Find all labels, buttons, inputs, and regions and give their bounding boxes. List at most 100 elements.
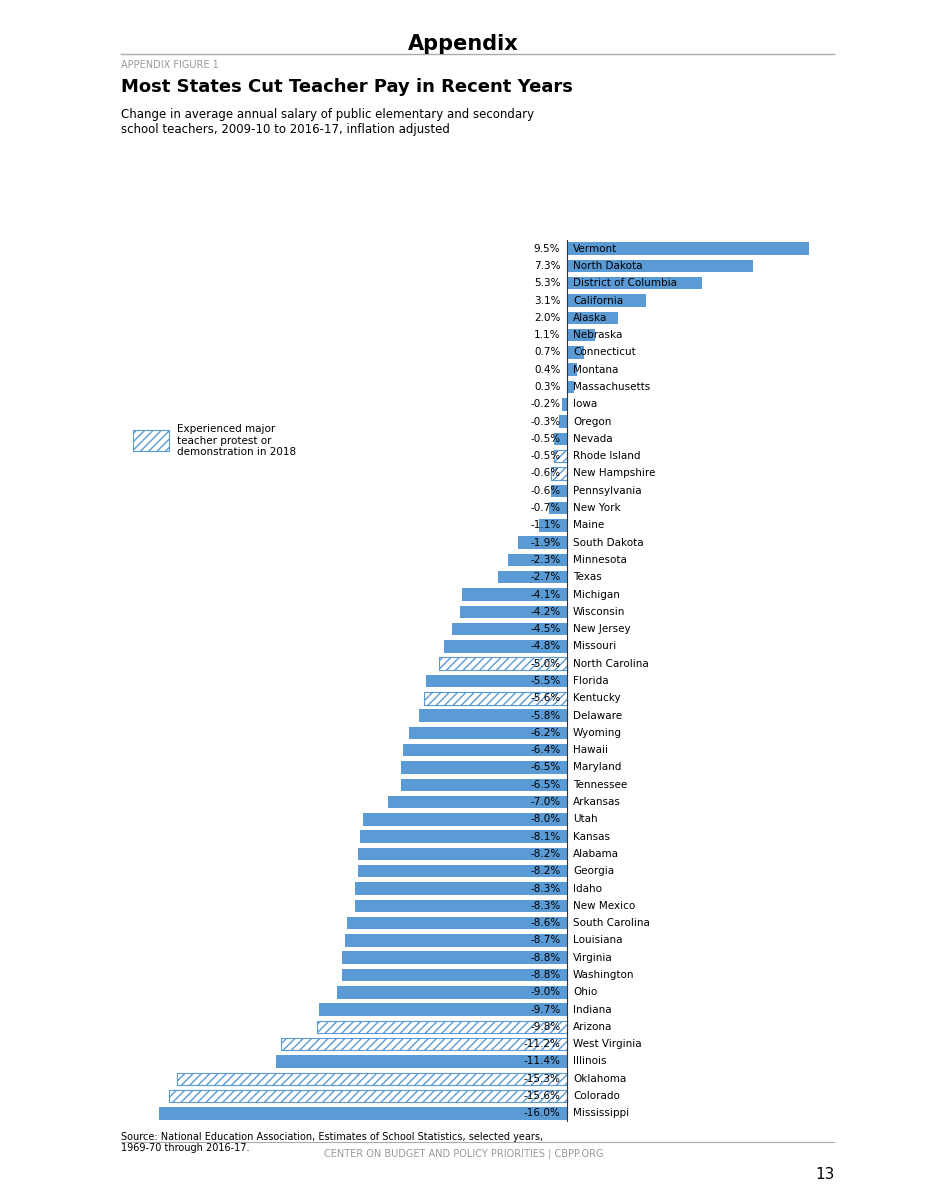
Text: -2.3%: -2.3% bbox=[530, 554, 560, 565]
Text: New York: New York bbox=[573, 503, 621, 514]
Bar bbox=[409, 727, 566, 739]
Bar bbox=[439, 658, 566, 670]
Bar bbox=[554, 450, 566, 462]
Text: Virginia: Virginia bbox=[573, 953, 613, 962]
Bar bbox=[498, 571, 566, 583]
Bar bbox=[281, 1038, 566, 1050]
Text: -16.0%: -16.0% bbox=[524, 1109, 560, 1118]
Text: -8.3%: -8.3% bbox=[530, 883, 560, 894]
Text: Washington: Washington bbox=[573, 970, 634, 980]
Text: Utah: Utah bbox=[573, 815, 598, 824]
Bar bbox=[518, 536, 566, 548]
Bar bbox=[358, 847, 566, 860]
Bar bbox=[508, 553, 566, 566]
Bar bbox=[362, 814, 566, 826]
Bar bbox=[559, 415, 566, 428]
Text: New Mexico: New Mexico bbox=[573, 901, 635, 911]
Text: North Dakota: North Dakota bbox=[573, 260, 642, 271]
Bar bbox=[342, 952, 566, 964]
Text: Arkansas: Arkansas bbox=[573, 797, 621, 808]
Text: -0.6%: -0.6% bbox=[530, 486, 560, 496]
Bar bbox=[317, 1021, 566, 1033]
Text: Nebraska: Nebraska bbox=[573, 330, 622, 340]
Text: -4.2%: -4.2% bbox=[530, 607, 560, 617]
Text: -0.5%: -0.5% bbox=[530, 434, 560, 444]
Text: -2.7%: -2.7% bbox=[530, 572, 560, 582]
Bar bbox=[552, 467, 566, 480]
Bar bbox=[549, 502, 566, 515]
Bar bbox=[348, 917, 566, 929]
Bar bbox=[159, 1108, 566, 1120]
Text: Source: National Education Association, Estimates of School Statistics, selected: Source: National Education Association, … bbox=[121, 1132, 542, 1153]
Text: Hawaii: Hawaii bbox=[573, 745, 608, 755]
Text: -8.6%: -8.6% bbox=[530, 918, 560, 928]
Bar bbox=[539, 520, 566, 532]
Text: Massachusetts: Massachusetts bbox=[573, 382, 650, 392]
Bar bbox=[345, 934, 566, 947]
Text: New Jersey: New Jersey bbox=[573, 624, 630, 634]
Text: Experienced major
teacher protest or
demonstration in 2018: Experienced major teacher protest or dem… bbox=[177, 424, 296, 457]
Text: -15.3%: -15.3% bbox=[524, 1074, 560, 1084]
Text: 5.3%: 5.3% bbox=[534, 278, 560, 288]
Text: Delaware: Delaware bbox=[573, 710, 622, 720]
Bar bbox=[566, 380, 575, 394]
Text: 13: 13 bbox=[815, 1166, 834, 1182]
Text: -6.2%: -6.2% bbox=[530, 728, 560, 738]
Bar bbox=[337, 986, 566, 998]
Text: -1.9%: -1.9% bbox=[530, 538, 560, 547]
Text: -8.3%: -8.3% bbox=[530, 901, 560, 911]
Bar bbox=[281, 1038, 566, 1050]
Text: -0.2%: -0.2% bbox=[530, 400, 560, 409]
Text: South Carolina: South Carolina bbox=[573, 918, 650, 928]
Bar bbox=[452, 623, 566, 635]
Bar bbox=[276, 1055, 566, 1068]
Text: -8.2%: -8.2% bbox=[530, 866, 560, 876]
Bar bbox=[361, 830, 566, 842]
Bar bbox=[566, 259, 753, 272]
Text: North Carolina: North Carolina bbox=[573, 659, 649, 668]
Text: 0.7%: 0.7% bbox=[534, 348, 560, 358]
Bar bbox=[355, 882, 566, 895]
Text: Most States Cut Teacher Pay in Recent Years: Most States Cut Teacher Pay in Recent Ye… bbox=[121, 78, 572, 96]
Bar bbox=[554, 433, 566, 445]
Text: Tennessee: Tennessee bbox=[573, 780, 628, 790]
Bar bbox=[426, 674, 566, 688]
Bar bbox=[424, 692, 566, 704]
Bar bbox=[424, 692, 566, 704]
Text: Florida: Florida bbox=[573, 676, 609, 686]
Text: Mississippi: Mississippi bbox=[573, 1109, 629, 1118]
Bar bbox=[355, 900, 566, 912]
Text: -5.0%: -5.0% bbox=[530, 659, 560, 668]
Text: -7.0%: -7.0% bbox=[530, 797, 560, 808]
Text: Ohio: Ohio bbox=[573, 988, 597, 997]
Text: Minnesota: Minnesota bbox=[573, 554, 627, 565]
Bar bbox=[133, 431, 169, 451]
Bar bbox=[463, 588, 566, 601]
Text: -5.8%: -5.8% bbox=[530, 710, 560, 720]
Text: -9.8%: -9.8% bbox=[530, 1022, 560, 1032]
Text: -8.2%: -8.2% bbox=[530, 848, 560, 859]
Text: Rhode Island: Rhode Island bbox=[573, 451, 641, 461]
Bar bbox=[177, 1073, 566, 1085]
Text: -4.5%: -4.5% bbox=[530, 624, 560, 634]
Text: Wisconsin: Wisconsin bbox=[573, 607, 626, 617]
Bar bbox=[169, 1090, 566, 1103]
Text: -0.3%: -0.3% bbox=[530, 416, 560, 426]
Text: Iowa: Iowa bbox=[573, 400, 597, 409]
Bar bbox=[566, 364, 577, 376]
Bar bbox=[460, 606, 566, 618]
Bar bbox=[566, 294, 645, 307]
Text: Alaska: Alaska bbox=[573, 313, 607, 323]
Text: 7.3%: 7.3% bbox=[534, 260, 560, 271]
Text: -5.6%: -5.6% bbox=[530, 694, 560, 703]
Text: Louisiana: Louisiana bbox=[573, 936, 623, 946]
Text: District of Columbia: District of Columbia bbox=[573, 278, 677, 288]
Text: -6.5%: -6.5% bbox=[530, 762, 560, 773]
Text: 3.1%: 3.1% bbox=[534, 295, 560, 306]
Text: -0.5%: -0.5% bbox=[530, 451, 560, 461]
Text: -4.1%: -4.1% bbox=[530, 589, 560, 600]
Text: Oregon: Oregon bbox=[573, 416, 612, 426]
Bar bbox=[169, 1090, 566, 1103]
Text: 2.0%: 2.0% bbox=[534, 313, 560, 323]
Text: Missouri: Missouri bbox=[573, 642, 616, 652]
